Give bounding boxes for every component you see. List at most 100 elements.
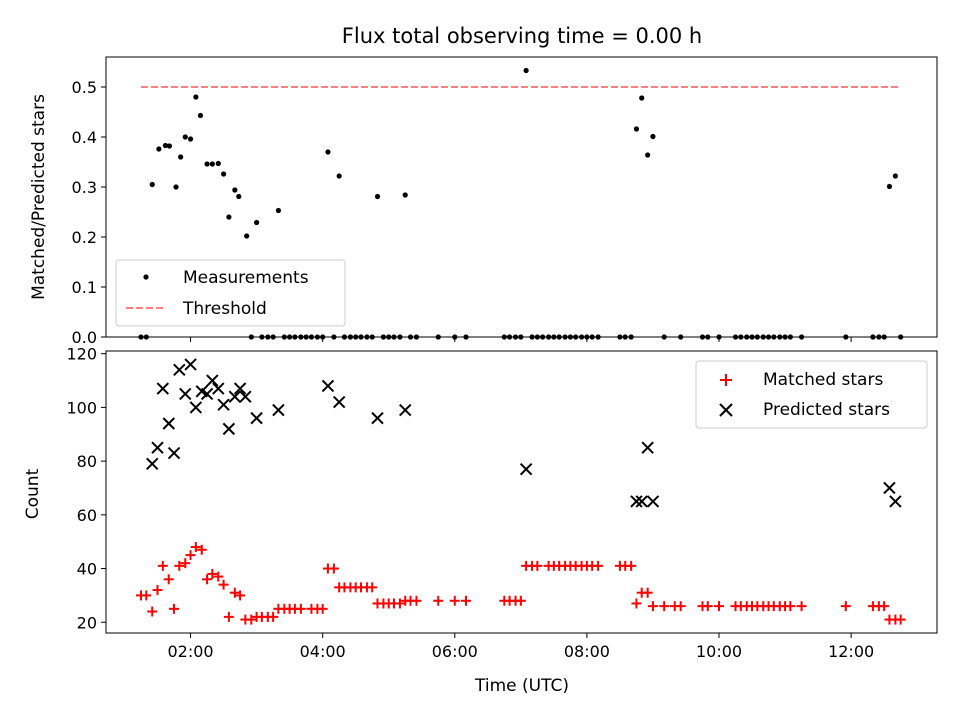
matched-stars-point xyxy=(218,579,229,590)
predicted-stars-point xyxy=(635,495,648,508)
predicted-stars-point xyxy=(200,387,214,401)
predicted-stars-point xyxy=(272,403,285,417)
matched-stars-point xyxy=(157,560,168,571)
bottom-x-tick-label: 02:00 xyxy=(167,642,213,661)
measurement-point xyxy=(402,192,408,198)
predicted-stars-point xyxy=(184,358,197,371)
predicted-x-b xyxy=(195,385,208,398)
matched-stars-point xyxy=(229,587,240,598)
matched-stars-point xyxy=(461,595,472,606)
matched-stars-point xyxy=(196,544,207,555)
measurement-point xyxy=(254,219,260,226)
matched-stars-point xyxy=(169,603,180,614)
matched-stars-point xyxy=(631,598,642,609)
predicted-stars-point xyxy=(189,401,203,414)
bottom-x-tick-label: 06:00 xyxy=(432,642,478,661)
x-axis-label: Time (UTC) xyxy=(474,676,569,696)
predicted-x-b xyxy=(641,441,654,454)
measurement-point xyxy=(226,214,232,220)
predicted-x-b xyxy=(321,379,335,393)
predicted-stars-point xyxy=(239,390,252,403)
legend-predicted-marker xyxy=(719,403,733,417)
measurement-point xyxy=(886,183,893,190)
matched-stars-point xyxy=(190,542,201,553)
matched-stars-point xyxy=(449,595,460,606)
chart-title: Flux total observing time = 0.00 h xyxy=(342,24,702,48)
predicted-x-b xyxy=(630,495,643,508)
measurement-point xyxy=(149,181,155,188)
predicted-x-b xyxy=(184,358,197,371)
measurement-point xyxy=(244,233,250,239)
matched-stars-point xyxy=(647,601,658,612)
matched-stars-point xyxy=(185,550,196,561)
matched-stars-point xyxy=(411,595,422,606)
predicted-x-b xyxy=(179,387,192,401)
bottom-legend-box xyxy=(695,360,928,429)
predicted-stars-point xyxy=(332,395,346,409)
bottom-plot-area: 20 40 60 80 100 120 02:00 04:00 06:00 08:00 10:00 1… xyxy=(66,345,938,661)
measurement-point xyxy=(220,171,227,177)
predicted-stars-point xyxy=(228,390,242,403)
measurement-point xyxy=(173,184,179,190)
matched-stars-point xyxy=(785,601,796,612)
measurement-point xyxy=(193,94,199,100)
matched-stars-point xyxy=(141,590,152,601)
measurement-point xyxy=(166,143,173,149)
predicted-x-b xyxy=(206,374,219,387)
predicted-x-b xyxy=(212,382,225,395)
top-y-tick-label: 0.2 xyxy=(72,228,97,247)
matched-stars-point xyxy=(796,601,807,612)
measurement-point xyxy=(633,126,640,132)
predicted-stars-point xyxy=(222,422,236,436)
predicted-stars-point xyxy=(162,417,175,430)
predicted-stars-point xyxy=(399,403,412,417)
predicted-x-b xyxy=(250,411,263,425)
predicted-x-b xyxy=(156,382,170,395)
matched-stars-point xyxy=(675,601,686,612)
legend-predicted-label: Predicted stars xyxy=(763,400,890,420)
measurement-point xyxy=(182,134,188,140)
predicted-stars-point xyxy=(167,446,181,460)
predicted-stars-point xyxy=(889,495,902,508)
measurement-point xyxy=(336,173,342,179)
bottom-y-tick-label: 80 xyxy=(77,452,97,471)
measurement-point xyxy=(197,112,204,119)
bottom-y-tick-label: 40 xyxy=(77,560,97,579)
top-y-tick-label: 0.4 xyxy=(72,128,97,147)
predicted-x-b xyxy=(151,441,164,454)
bottom-y-axis-label: Count xyxy=(23,468,43,519)
bottom-x-tick-label: 10:00 xyxy=(696,642,742,661)
predicted-stars-point xyxy=(630,495,643,508)
matched-stars-point xyxy=(246,614,257,625)
bottom-y-tick-label: 60 xyxy=(77,506,97,525)
legend-threshold-label: Threshold xyxy=(182,299,267,319)
measurement-point xyxy=(232,187,238,193)
matched-stars-point xyxy=(433,595,444,606)
matched-stars-point xyxy=(593,560,604,571)
measurement-point xyxy=(892,173,898,179)
matched-stars-point xyxy=(642,587,653,598)
matched-stars-point xyxy=(202,574,213,585)
matched-stars-point xyxy=(295,603,306,614)
legend-measurements-label: Measurements xyxy=(183,268,309,288)
predicted-stars-point xyxy=(206,374,219,387)
matched-stars-point xyxy=(895,614,906,625)
predicted-stars-point xyxy=(146,457,159,471)
predicted-x-b xyxy=(217,398,230,411)
predicted-stars-point xyxy=(217,398,230,411)
predicted-stars-point xyxy=(156,382,170,395)
measurement-point xyxy=(162,142,169,149)
predicted-x-b xyxy=(239,390,252,403)
predicted-x-b xyxy=(146,457,159,471)
top-y-tick-label: 0.5 xyxy=(72,78,97,97)
matched-stars-point xyxy=(367,582,378,593)
matched-stars-point xyxy=(174,560,185,571)
matched-stars-point xyxy=(394,598,405,609)
matched-stars-point xyxy=(532,560,543,571)
bottom-y-tick-label: 100 xyxy=(66,398,97,417)
predicted-stars-point xyxy=(250,411,263,425)
predicted-stars-point xyxy=(233,382,247,395)
matched-stars-point xyxy=(207,568,218,579)
